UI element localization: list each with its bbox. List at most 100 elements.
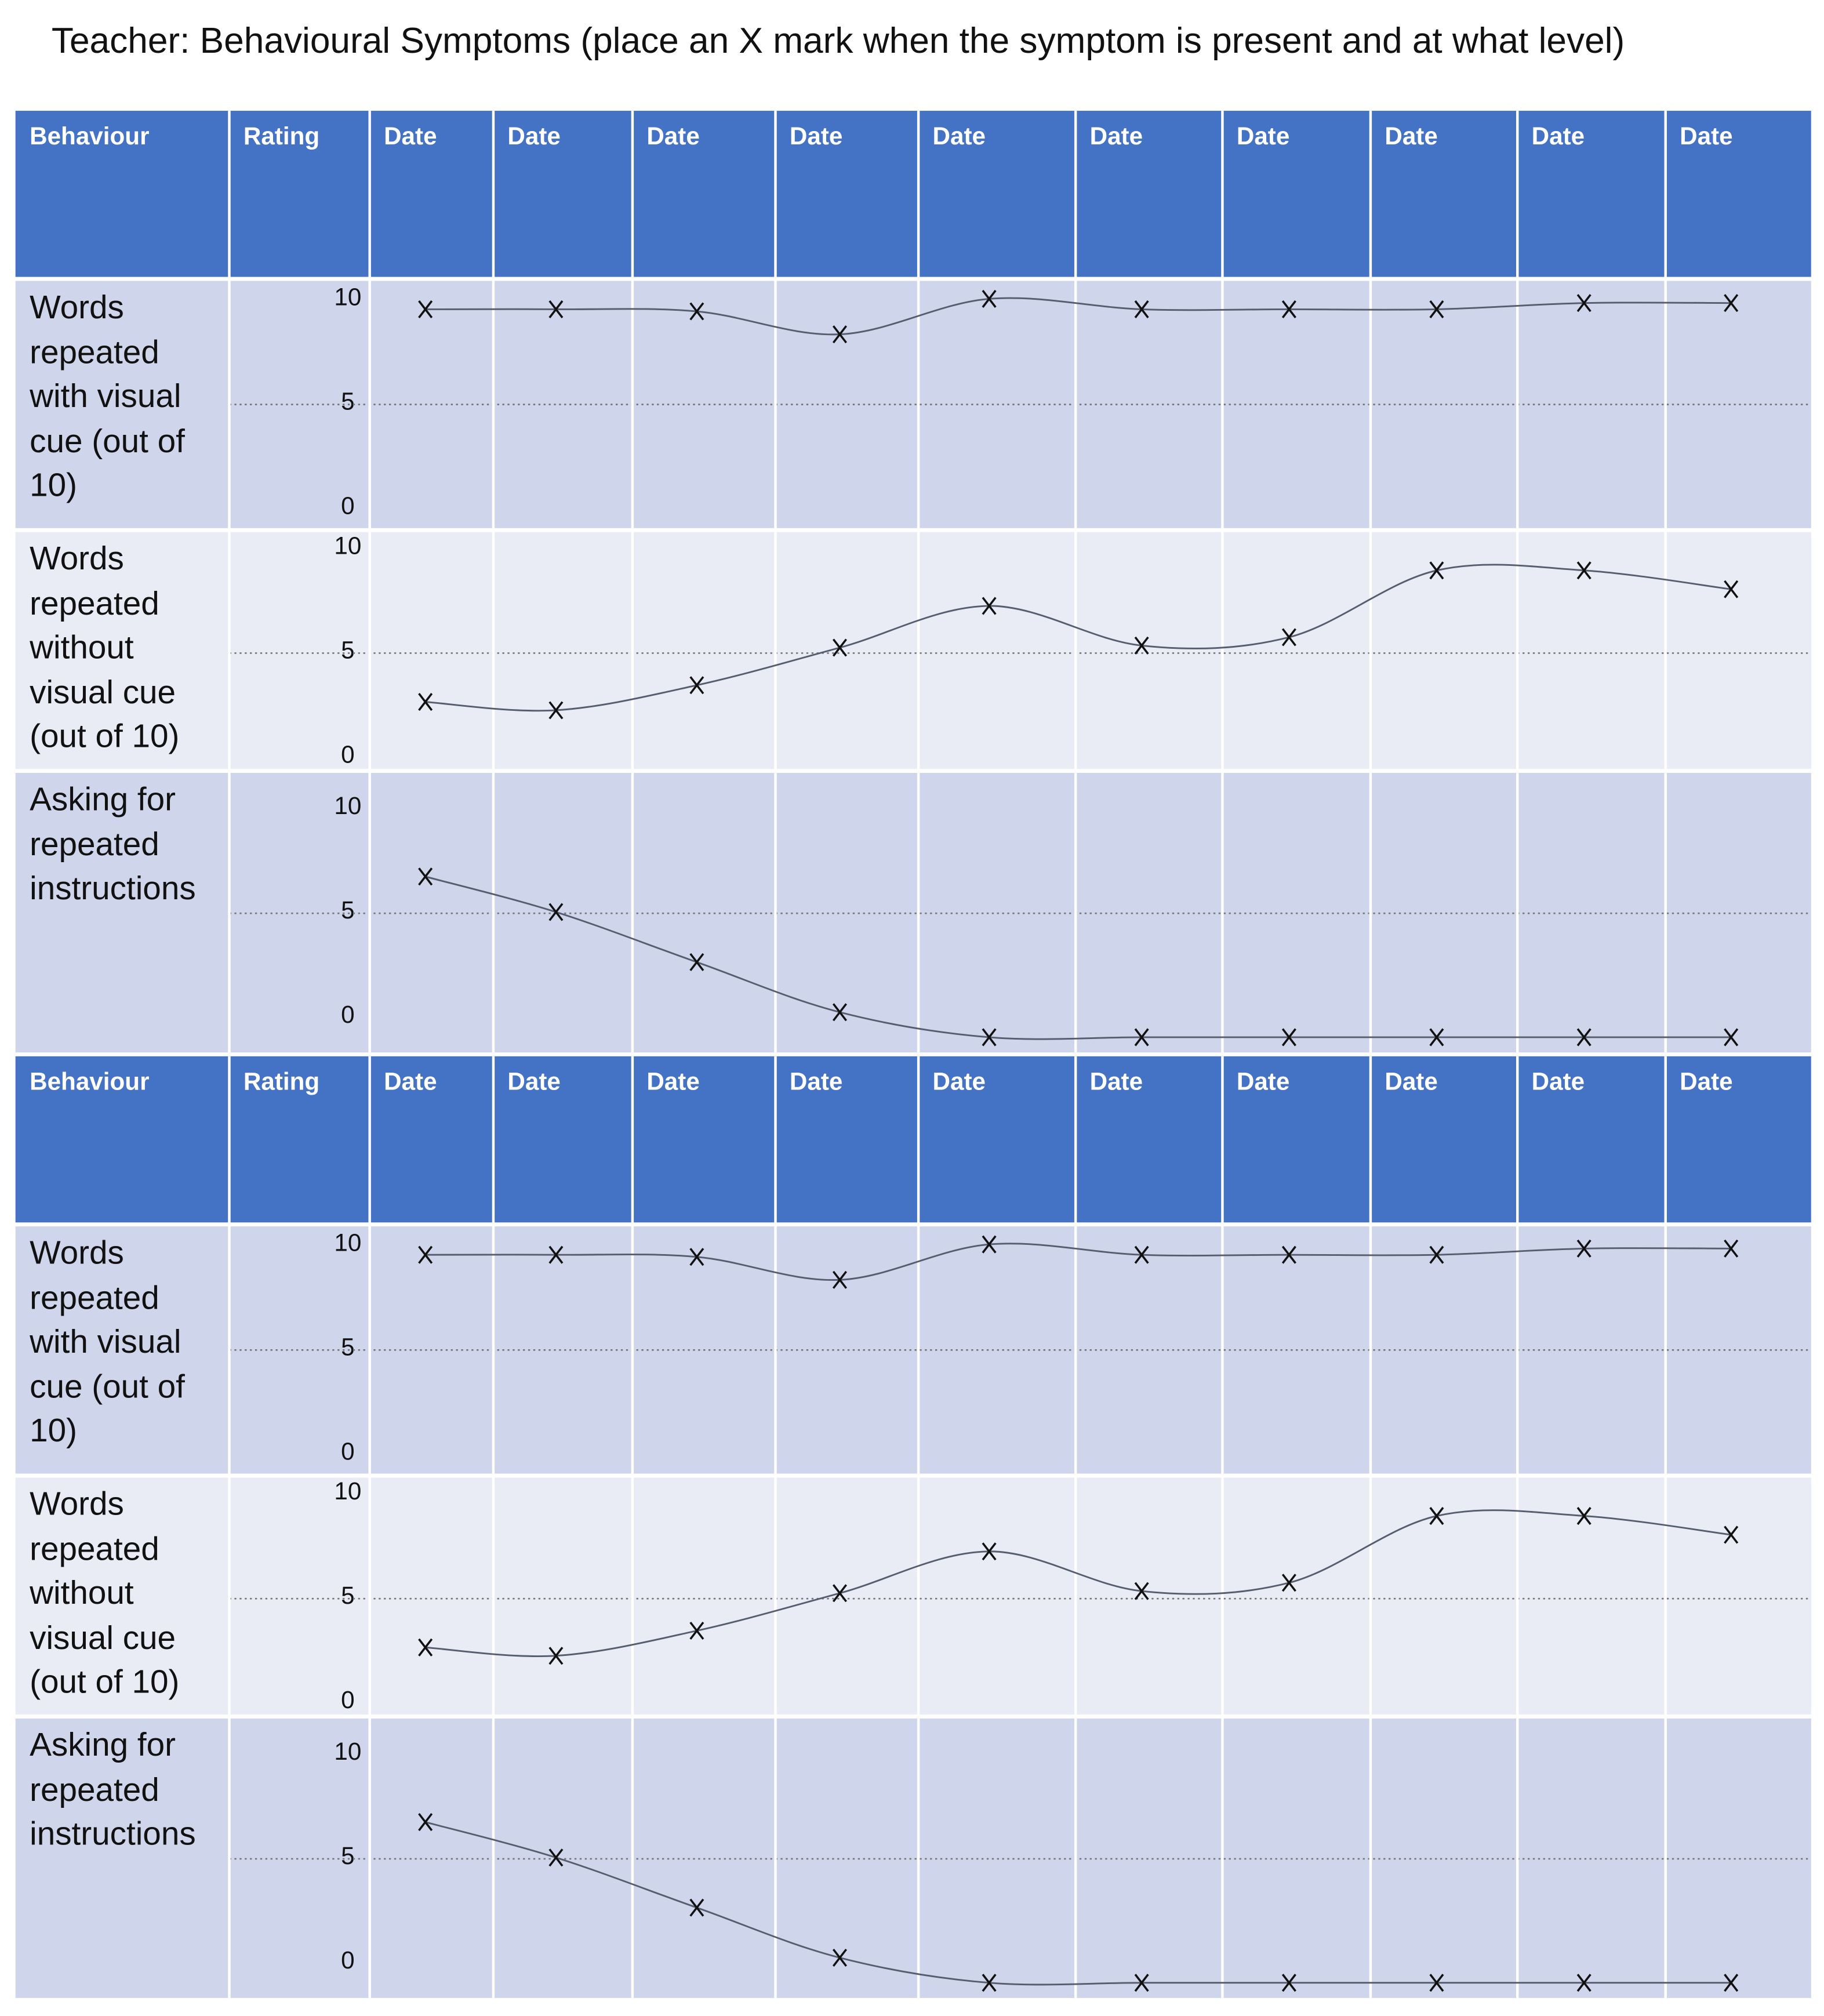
x-mark [689, 1898, 704, 1917]
x-stroke [1281, 628, 1296, 646]
x-stroke [982, 1235, 997, 1254]
x-mark [1134, 636, 1149, 655]
row-label-box: Words repeated without visual cue (out o… [30, 541, 180, 755]
x-stroke [1134, 1582, 1149, 1600]
x-mark [1429, 561, 1444, 580]
x-stroke [982, 1542, 997, 1561]
x-stroke [1429, 1974, 1444, 1992]
row-bg [15, 773, 1811, 1053]
x-mark [548, 903, 564, 921]
x-mark [1134, 300, 1149, 318]
header-cell: Behaviour [30, 1068, 149, 1095]
x-mark [548, 1647, 564, 1665]
x-mark [1724, 1239, 1739, 1258]
x-mark [418, 1813, 433, 1832]
header-cell: Date [1680, 122, 1732, 150]
x-stroke [418, 1813, 433, 1832]
scale-tick-label: 10 [334, 284, 361, 311]
x-stroke [1134, 636, 1149, 655]
header-cell: Date [1532, 1068, 1585, 1095]
x-stroke [1281, 1028, 1296, 1047]
x-stroke [1134, 300, 1149, 318]
x-mark [689, 676, 704, 695]
header-cell: Date [1237, 1068, 1289, 1095]
x-stroke [548, 903, 564, 921]
x-mark [1724, 1028, 1739, 1047]
scale-tick-label: 0 [341, 1437, 354, 1465]
header-row [15, 111, 1811, 277]
x-stroke [689, 1622, 704, 1640]
scale-tick-label: 0 [341, 740, 354, 768]
x-stroke [1281, 1974, 1296, 1992]
scale-tick-label: 0 [341, 1001, 354, 1028]
row-bg [15, 1477, 1811, 1715]
x-mark [832, 1270, 847, 1289]
x-stroke [1281, 1245, 1296, 1264]
x-stroke [548, 1647, 564, 1665]
x-mark [982, 1974, 997, 1992]
x-mark [689, 302, 704, 321]
x-mark [1134, 1582, 1149, 1600]
x-mark [548, 300, 564, 318]
x-stroke [1134, 1974, 1149, 1992]
x-mark [1724, 1974, 1739, 1992]
x-stroke [1724, 580, 1739, 598]
x-mark [418, 693, 433, 711]
x-stroke [1429, 300, 1444, 318]
scale-tick-label: 0 [341, 492, 354, 520]
row-bg [15, 532, 1811, 769]
scale-tick-label: 5 [341, 1333, 354, 1360]
row-label-box: Asking for repeated instructions [30, 782, 196, 907]
x-mark [832, 1584, 847, 1603]
scale-tick-label: 5 [341, 388, 354, 415]
header-cell: Date [1237, 122, 1289, 150]
header-cell: Date [1385, 1068, 1437, 1095]
x-stroke [832, 1003, 847, 1022]
x-mark [689, 1622, 704, 1640]
header-cell: Date [1090, 122, 1143, 150]
row-label: Words repeated without visual cue (out o… [30, 1486, 180, 1701]
x-mark [1724, 294, 1739, 313]
x-stroke [982, 1974, 997, 1992]
x-mark [1281, 628, 1296, 646]
trend-line [425, 297, 1731, 336]
header-cell: Date [933, 1068, 986, 1095]
x-mark [1576, 294, 1592, 313]
x-stroke [548, 701, 564, 720]
x-mark [1576, 561, 1592, 580]
x-mark [418, 1245, 433, 1264]
x-stroke [1724, 294, 1739, 313]
x-stroke [1724, 1028, 1739, 1047]
scale-tick-label: 0 [341, 1946, 354, 1974]
form-title: Teacher: Behavioural Symptoms (place an … [52, 21, 1625, 61]
trend-line [425, 876, 1731, 1040]
scale-tick-label: 10 [334, 532, 361, 559]
x-mark [1429, 1507, 1444, 1525]
scale-tick-label: 5 [341, 1582, 354, 1609]
x-stroke [1429, 1507, 1444, 1525]
header-cell: Date [646, 1068, 699, 1095]
x-stroke [1429, 1028, 1444, 1047]
row-label-box: Words repeated with visual cue (out of 1… [30, 1235, 185, 1450]
x-mark [982, 1235, 997, 1254]
row-label: Words repeated with visual cue (out of 1… [30, 1235, 185, 1450]
x-stroke [1576, 1974, 1592, 1992]
row-bg [15, 1718, 1811, 1998]
x-stroke [1281, 300, 1296, 318]
header-cell: Date [790, 122, 842, 150]
header-cell: Date [790, 1068, 842, 1095]
scale-tick-label: 10 [334, 1738, 361, 1765]
x-mark [1134, 1245, 1149, 1264]
row-bg [15, 281, 1811, 528]
table: Behaviour Rating Date Date Date Date Date Date D… [15, 1056, 1811, 1998]
header-cell: Date [1385, 122, 1437, 150]
x-stroke [1429, 561, 1444, 580]
row-label: Words repeated without visual cue (out o… [30, 541, 180, 755]
x-stroke [418, 1638, 433, 1657]
row-label-box: Words repeated with visual cue (out of 1… [30, 290, 185, 504]
x-mark [832, 638, 847, 657]
x-stroke [1134, 1028, 1149, 1047]
x-stroke [1576, 1239, 1592, 1258]
x-mark [1576, 1507, 1592, 1525]
